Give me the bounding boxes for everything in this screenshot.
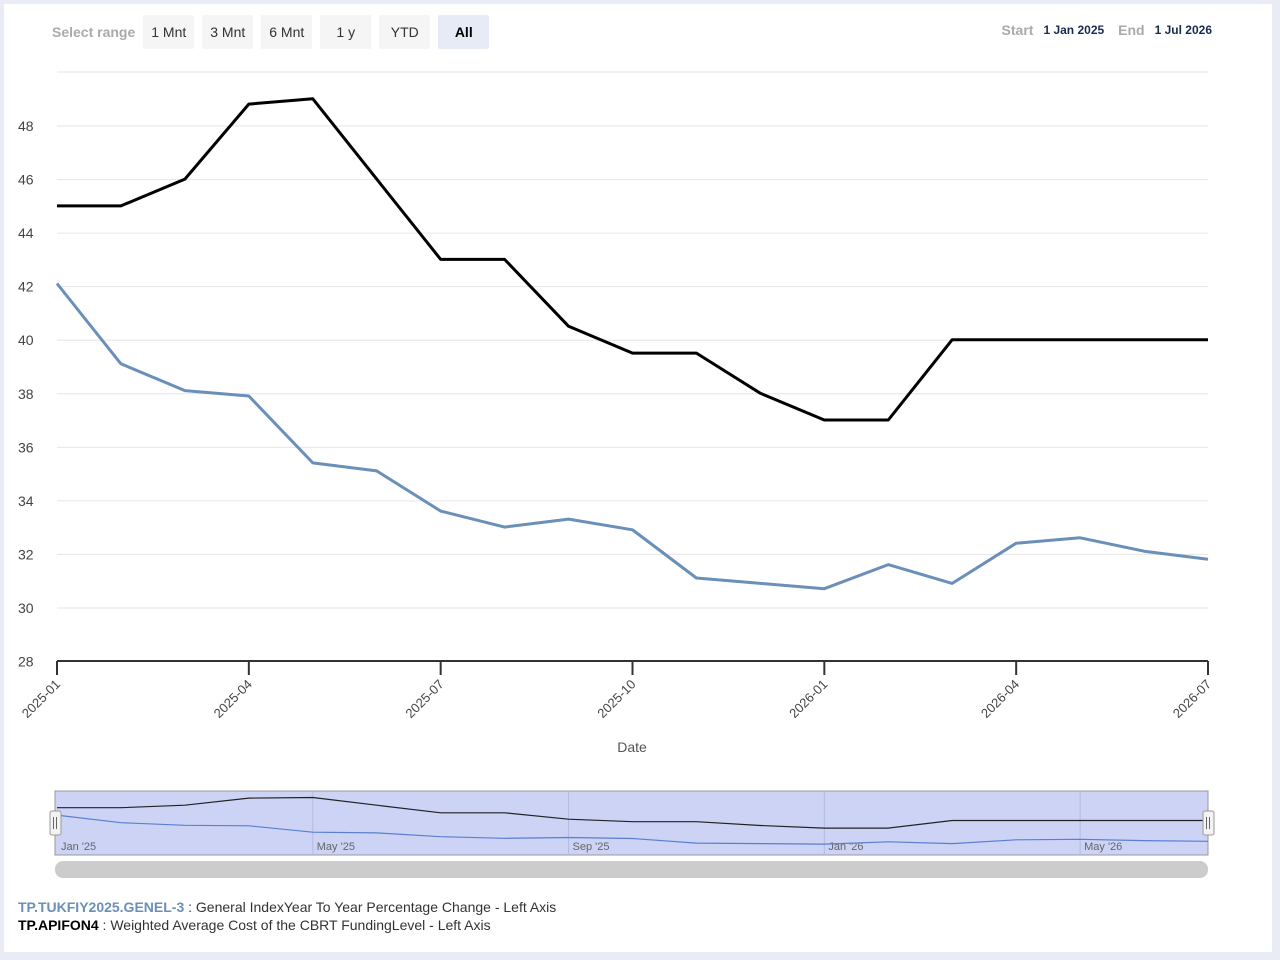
- y-tick-label: 38: [18, 386, 34, 402]
- y-tick-label: 48: [18, 118, 34, 134]
- range-button-6-month[interactable]: 6 Mnt: [261, 15, 313, 49]
- x-tick-label: 2026-07: [1170, 677, 1214, 721]
- legend-code: TP.TUKFIY2025.GENEL-3: [18, 899, 185, 915]
- grid: [57, 71, 1208, 609]
- x-tick-label: 2025-10: [594, 677, 638, 721]
- legend-item-2: TP.APIFON4 : Weighted Average Cost of th…: [18, 916, 556, 934]
- range-button-1-year[interactable]: 1 y: [320, 15, 372, 49]
- range-selector: Select range 1 Mnt 3 Mnt 6 Mnt 1 y YTD A…: [52, 13, 497, 51]
- date-range-inputs: Start 1 Jan 2025 End 1 Jul 2026: [988, 22, 1212, 38]
- series-line-2: [57, 97, 1208, 422]
- y-tick-label: 46: [18, 172, 34, 188]
- legend-item-1: TP.TUKFIY2025.GENEL-3 : General IndexYea…: [18, 898, 556, 916]
- x-tick-label: 2025-04: [211, 677, 255, 721]
- navigator-left-handle[interactable]: [49, 810, 62, 836]
- y-tick-label: 36: [18, 439, 34, 455]
- navigator-series-2: [57, 796, 1208, 829]
- navigator-right-handle[interactable]: [1202, 810, 1215, 836]
- start-date-label: Start: [1001, 22, 1034, 38]
- navigator[interactable]: Jan '25 May '25 Sep '25 Jan '26 May '26: [49, 790, 1215, 878]
- x-tick-label: 2026-01: [786, 677, 830, 721]
- y-tick-label: 42: [18, 279, 34, 295]
- y-tick-label: 40: [18, 332, 34, 348]
- end-date-label: End: [1118, 22, 1145, 38]
- y-tick-label: 44: [18, 225, 34, 241]
- legend-code: TP.APIFON4: [18, 917, 99, 933]
- y-tick-label: 32: [18, 546, 34, 562]
- range-button-ytd[interactable]: YTD: [379, 15, 431, 49]
- x-axis: 2025-01 2025-04 2025-07 2025-10 2026-01 2026-…: [19, 660, 1214, 721]
- start-date-input[interactable]: 1 Jan 2025: [1043, 23, 1105, 37]
- navigator-scrollbar[interactable]: [55, 861, 1208, 878]
- x-axis-title: Date: [617, 739, 647, 755]
- y-tick-label: 30: [18, 600, 34, 616]
- navigator-label: May '25: [317, 841, 355, 853]
- legend-description: : General IndexYear To Year Percentage C…: [184, 899, 557, 915]
- range-button-3-month[interactable]: 3 Mnt: [202, 15, 254, 49]
- y-tick-label: 28: [18, 654, 34, 670]
- navigator-label: May '26: [1084, 841, 1122, 853]
- legend-description: : Weighted Average Cost of the CBRT Fund…: [98, 917, 491, 933]
- series-lines: [55, 97, 1209, 591]
- range-button-1-month[interactable]: 1 Mnt: [143, 15, 195, 49]
- navigator-mask[interactable]: [54, 790, 1209, 856]
- x-tick-label: 2025-01: [19, 677, 63, 721]
- navigator-label: Sep '25: [573, 841, 610, 853]
- x-tick-label: 2026-04: [978, 677, 1022, 721]
- y-axis: 28 30 32 34 36 38 40 42 44 46 48: [18, 118, 34, 669]
- series-line-1: [55, 282, 1209, 591]
- x-tick-label: 2025-07: [402, 677, 446, 721]
- y-tick-label: 34: [18, 493, 34, 509]
- navigator-series-1: [56, 814, 1209, 845]
- legend: TP.TUKFIY2025.GENEL-3 : General IndexYea…: [18, 898, 556, 934]
- end-date-input[interactable]: 1 Jul 2026: [1154, 23, 1212, 37]
- range-selector-label: Select range: [52, 24, 136, 40]
- range-button-all[interactable]: All: [438, 15, 490, 49]
- navigator-label: Jan '25: [61, 841, 96, 853]
